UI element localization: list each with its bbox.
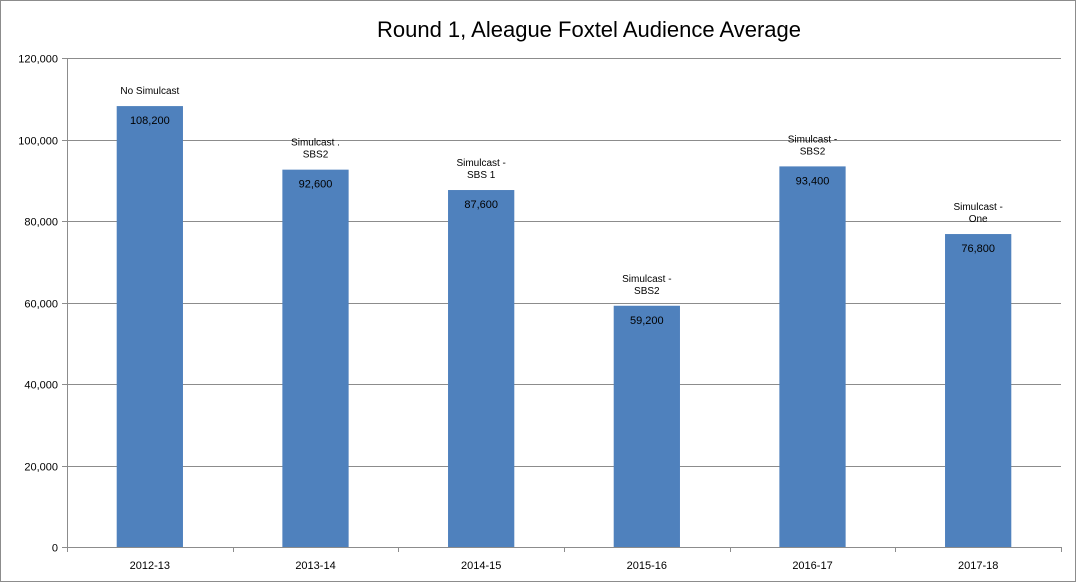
x-tick-label: 2015-16: [627, 560, 667, 572]
x-tick-label: 2017-18: [958, 560, 998, 572]
x-tick-label: 2014-15: [461, 560, 501, 572]
y-tick-label: 100,000: [18, 136, 58, 148]
data-label: 92,600: [299, 179, 333, 191]
bar-annotation: Simulcast -: [622, 274, 671, 285]
bar-2016-17: [779, 166, 846, 547]
chart-title: Round 1, Aleague Foxtel Audience Average: [377, 17, 801, 42]
data-label: 87,600: [464, 199, 498, 211]
bar-annotation: Simulcast .: [291, 138, 340, 149]
x-axis-ticks: 2012-13 2013-14 2014-15 2015-16 2016-17 2017-…: [67, 547, 1062, 572]
bar-2017-18: [945, 234, 1012, 548]
bar-annotation: SBS2: [303, 150, 329, 161]
bar-2013-14: [282, 169, 349, 547]
y-tick-label: 0: [52, 543, 58, 555]
bar-annotation: SBS 1: [467, 170, 496, 181]
y-tick-label: 40,000: [24, 380, 58, 392]
bar-annotation: No Simulcast: [120, 86, 179, 97]
bar-annotation: Simulcast -: [788, 134, 837, 145]
bar-2012-13: [116, 106, 183, 548]
bar-2014-15: [448, 190, 515, 547]
x-tick-label: 2013-14: [295, 560, 335, 572]
data-label: 59,200: [630, 315, 664, 327]
gridlines: [67, 58, 1061, 467]
y-tick-label: 80,000: [24, 217, 58, 229]
y-axis-ticks: 0 20,000 40,000 60,000 80,000 100,000 120,000: [18, 54, 67, 555]
bar-annotation: Simulcast -: [456, 158, 505, 169]
bar-annotation: SBS2: [800, 146, 826, 157]
x-tick-label: 2012-13: [130, 560, 170, 572]
data-label: 93,400: [796, 175, 830, 187]
axes: [67, 58, 1061, 548]
x-tick-label: 2016-17: [792, 560, 832, 572]
y-tick-label: 120,000: [18, 54, 58, 66]
data-label: 108,200: [130, 115, 170, 127]
bar-annotation: Simulcast -: [953, 202, 1002, 213]
y-tick-label: 20,000: [24, 462, 58, 474]
data-label: 76,800: [961, 243, 995, 255]
y-tick-label: 60,000: [24, 299, 58, 311]
bar-2015-16: [613, 305, 680, 547]
bar-annotation: One: [969, 214, 988, 225]
bar-annotation: SBS2: [634, 286, 660, 297]
